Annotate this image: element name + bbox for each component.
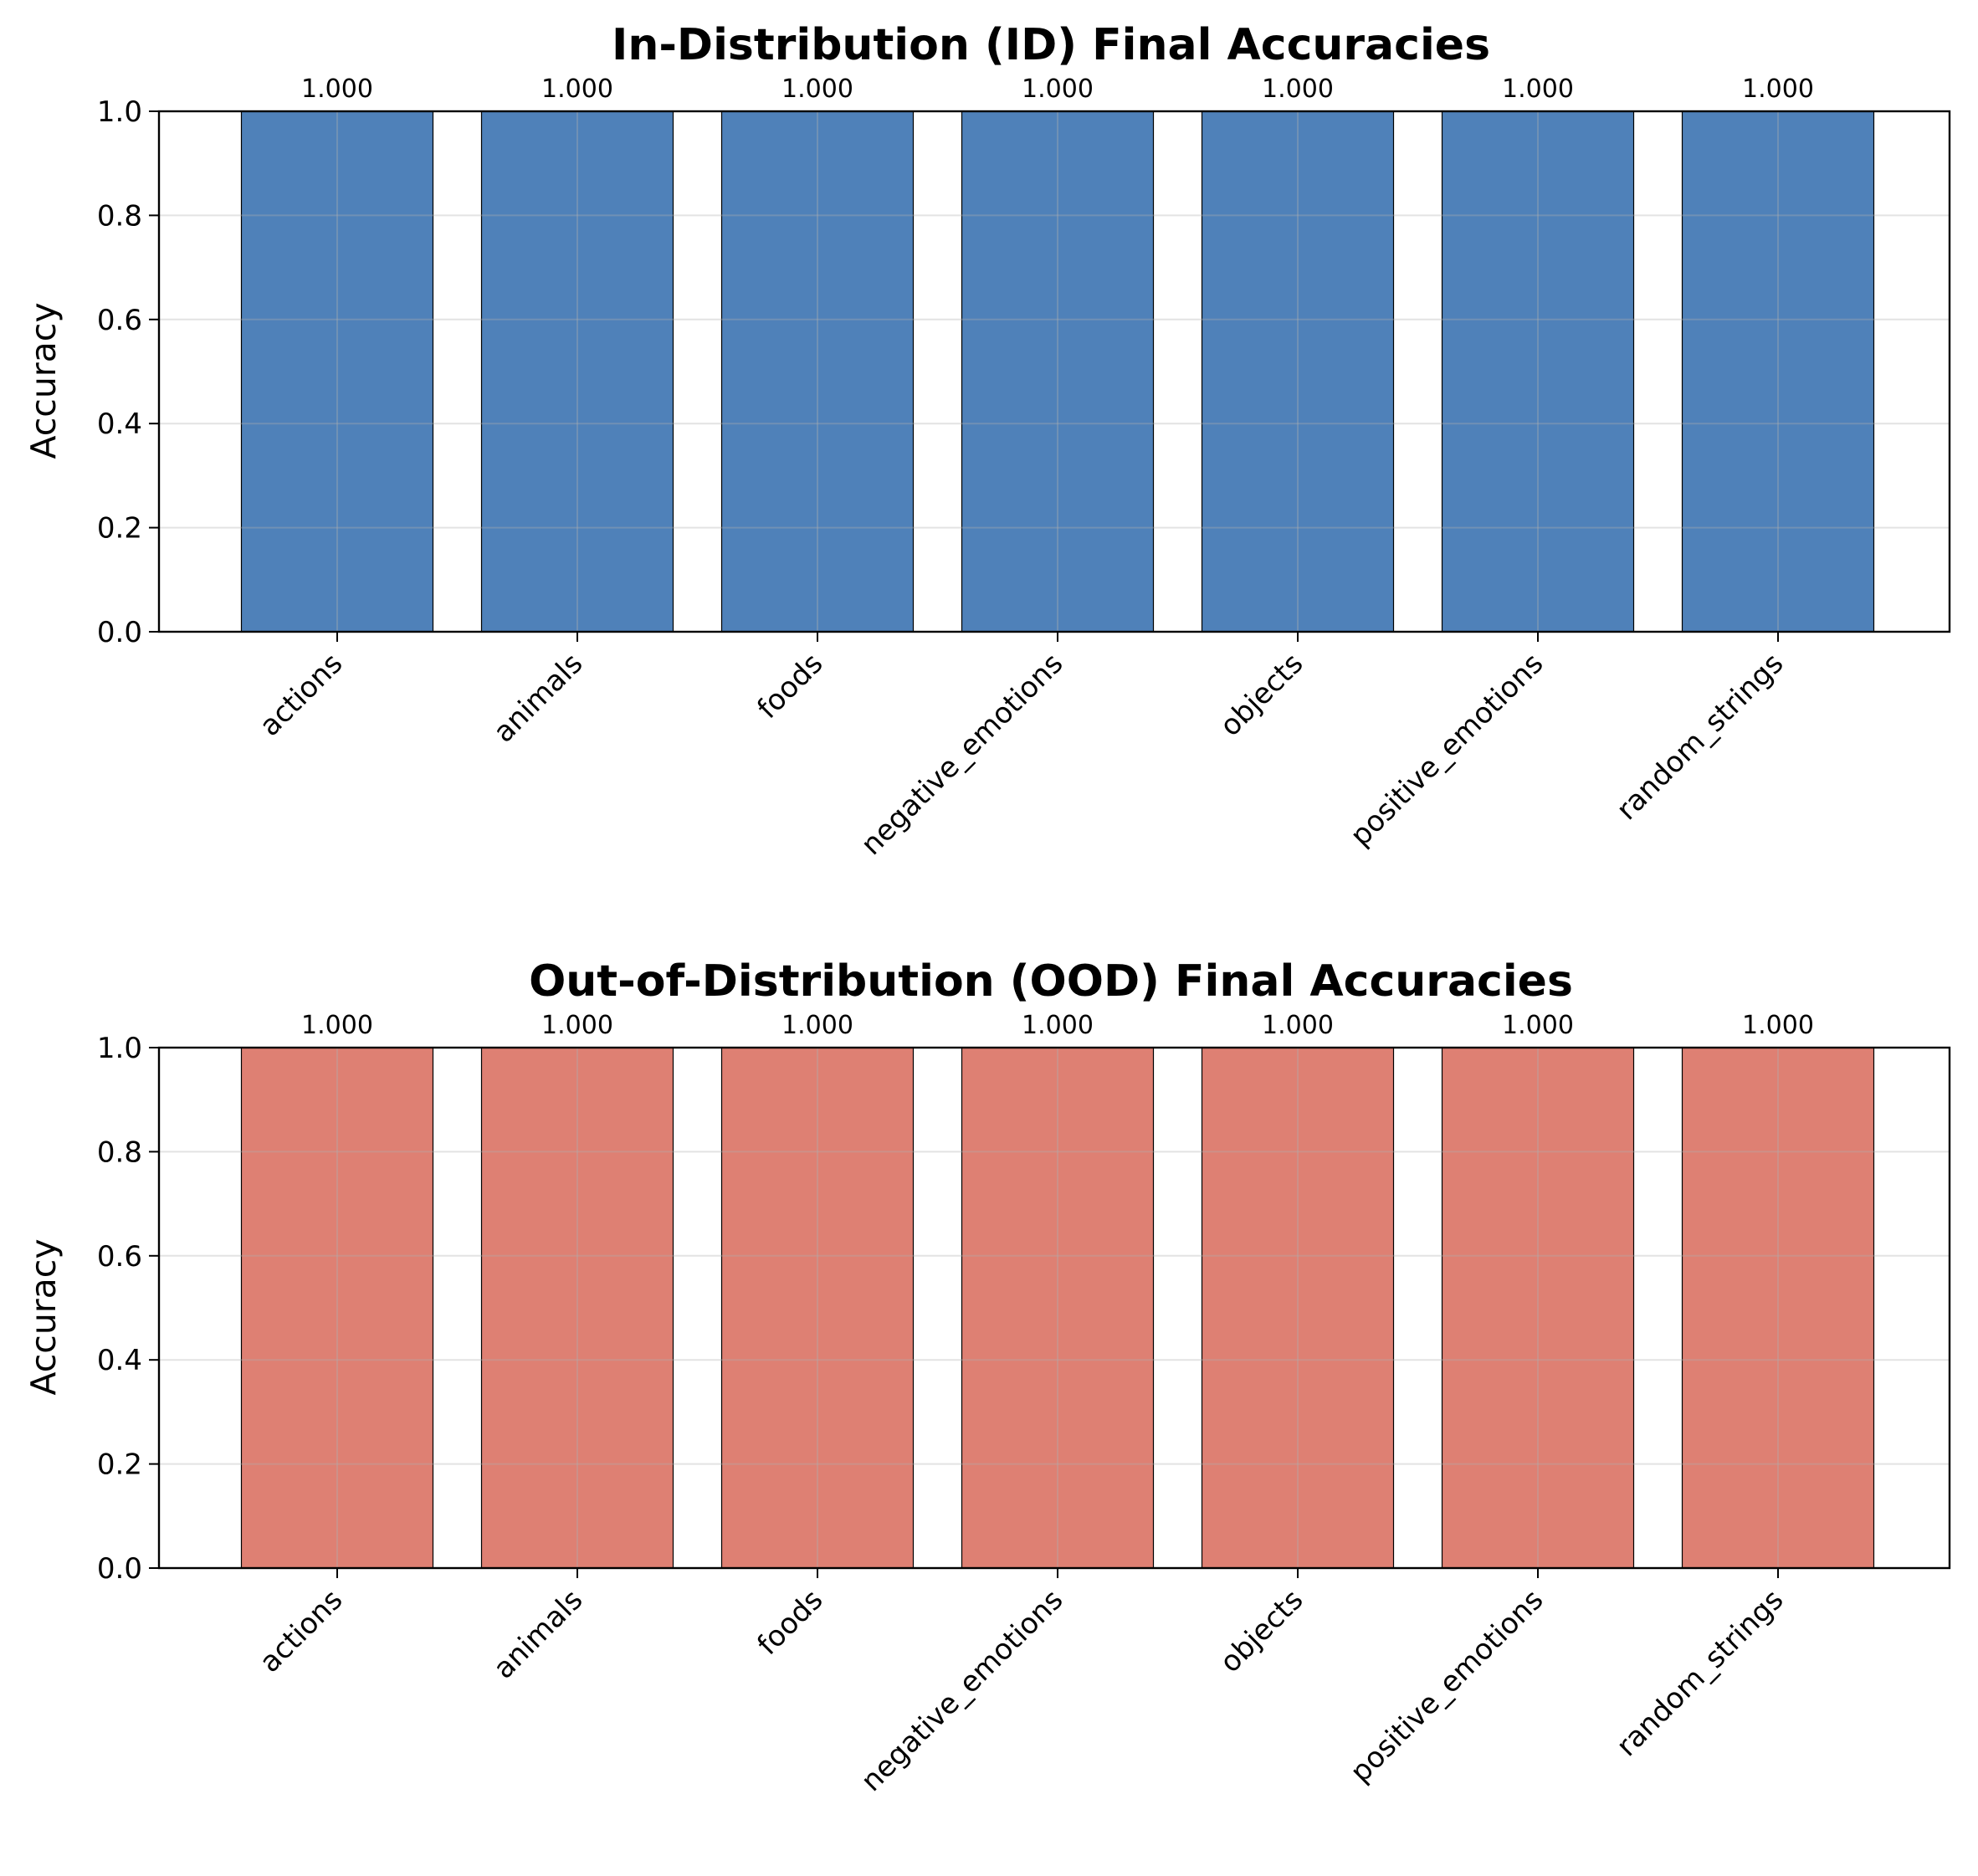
data-label: 1.000 [541, 1011, 613, 1040]
bar [240, 110, 434, 633]
y-tick-label: 1.0 [97, 1032, 142, 1065]
x-tick-label: actions [254, 1583, 350, 1679]
x-tick-label: objects [1213, 1583, 1309, 1679]
data-label: 1.000 [1502, 74, 1574, 104]
bar [1441, 110, 1635, 633]
y-tick-label: 0.0 [97, 1552, 142, 1586]
bar [1681, 1047, 1875, 1569]
y-tick-label: 0.2 [97, 1448, 142, 1482]
x-tick-label: animals [487, 647, 589, 749]
plot-frame [157, 1046, 1951, 1570]
bar [480, 110, 674, 633]
data-label: 1.000 [301, 74, 373, 104]
y-tick-label: 0.0 [97, 616, 142, 649]
y-tick-label: 0.6 [97, 1240, 142, 1274]
data-label: 1.000 [1022, 1011, 1094, 1040]
x-tick-label: negative_emotions [854, 1583, 1069, 1798]
y-tick-label: 0.4 [97, 1344, 142, 1377]
y-tick-label: 0.6 [97, 304, 142, 337]
data-label: 1.000 [1502, 1011, 1574, 1040]
x-tick-label: negative_emotions [854, 647, 1069, 862]
bar [1681, 110, 1875, 633]
bar [1201, 1047, 1395, 1569]
x-tick-label: animals [487, 1583, 589, 1685]
ood-accuracy-panel: Out-of-Distribution (OOD) Final Accuraci… [23, 956, 1951, 1798]
x-tick-label: random_strings [1610, 647, 1790, 827]
y-tick-label: 0.8 [97, 1135, 142, 1169]
x-tick-label: objects [1213, 647, 1309, 743]
y-tick-label: 0.4 [97, 407, 142, 441]
y-tick-label: 1.0 [97, 95, 142, 129]
y-axis-label: Accuracy [23, 302, 64, 459]
chart-title: Out-of-Distribution (OOD) Final Accuraci… [529, 956, 1573, 1007]
data-label: 1.000 [1022, 74, 1094, 104]
bar [240, 1047, 434, 1569]
data-label: 1.000 [781, 74, 853, 104]
y-tick-label: 0.2 [97, 512, 142, 546]
x-tick-label: positive_emotions [1344, 1583, 1550, 1789]
y-axis-label: Accuracy [23, 1238, 64, 1395]
plot-frame [157, 110, 1951, 633]
bar [480, 1047, 674, 1569]
x-tick-label: random_strings [1610, 1583, 1790, 1763]
id-accuracy-panel: In-Distribution (ID) Final Accuracies Ac… [23, 20, 1951, 862]
y-tick-label: 0.8 [97, 199, 142, 233]
x-tick-label: positive_emotions [1344, 647, 1550, 853]
data-label: 1.000 [781, 1011, 853, 1040]
data-label: 1.000 [301, 1011, 373, 1040]
x-tick-label: foods [751, 1583, 829, 1662]
chart-title: In-Distribution (ID) Final Accuracies [612, 20, 1490, 70]
data-label: 1.000 [1742, 74, 1814, 104]
x-tick-label: foods [751, 647, 829, 725]
data-label: 1.000 [1742, 1011, 1814, 1040]
bar [961, 110, 1155, 633]
data-label: 1.000 [541, 74, 613, 104]
x-tick-label: actions [254, 647, 350, 743]
data-label: 1.000 [1262, 74, 1334, 104]
data-label: 1.000 [1262, 1011, 1334, 1040]
bar [1201, 110, 1395, 633]
